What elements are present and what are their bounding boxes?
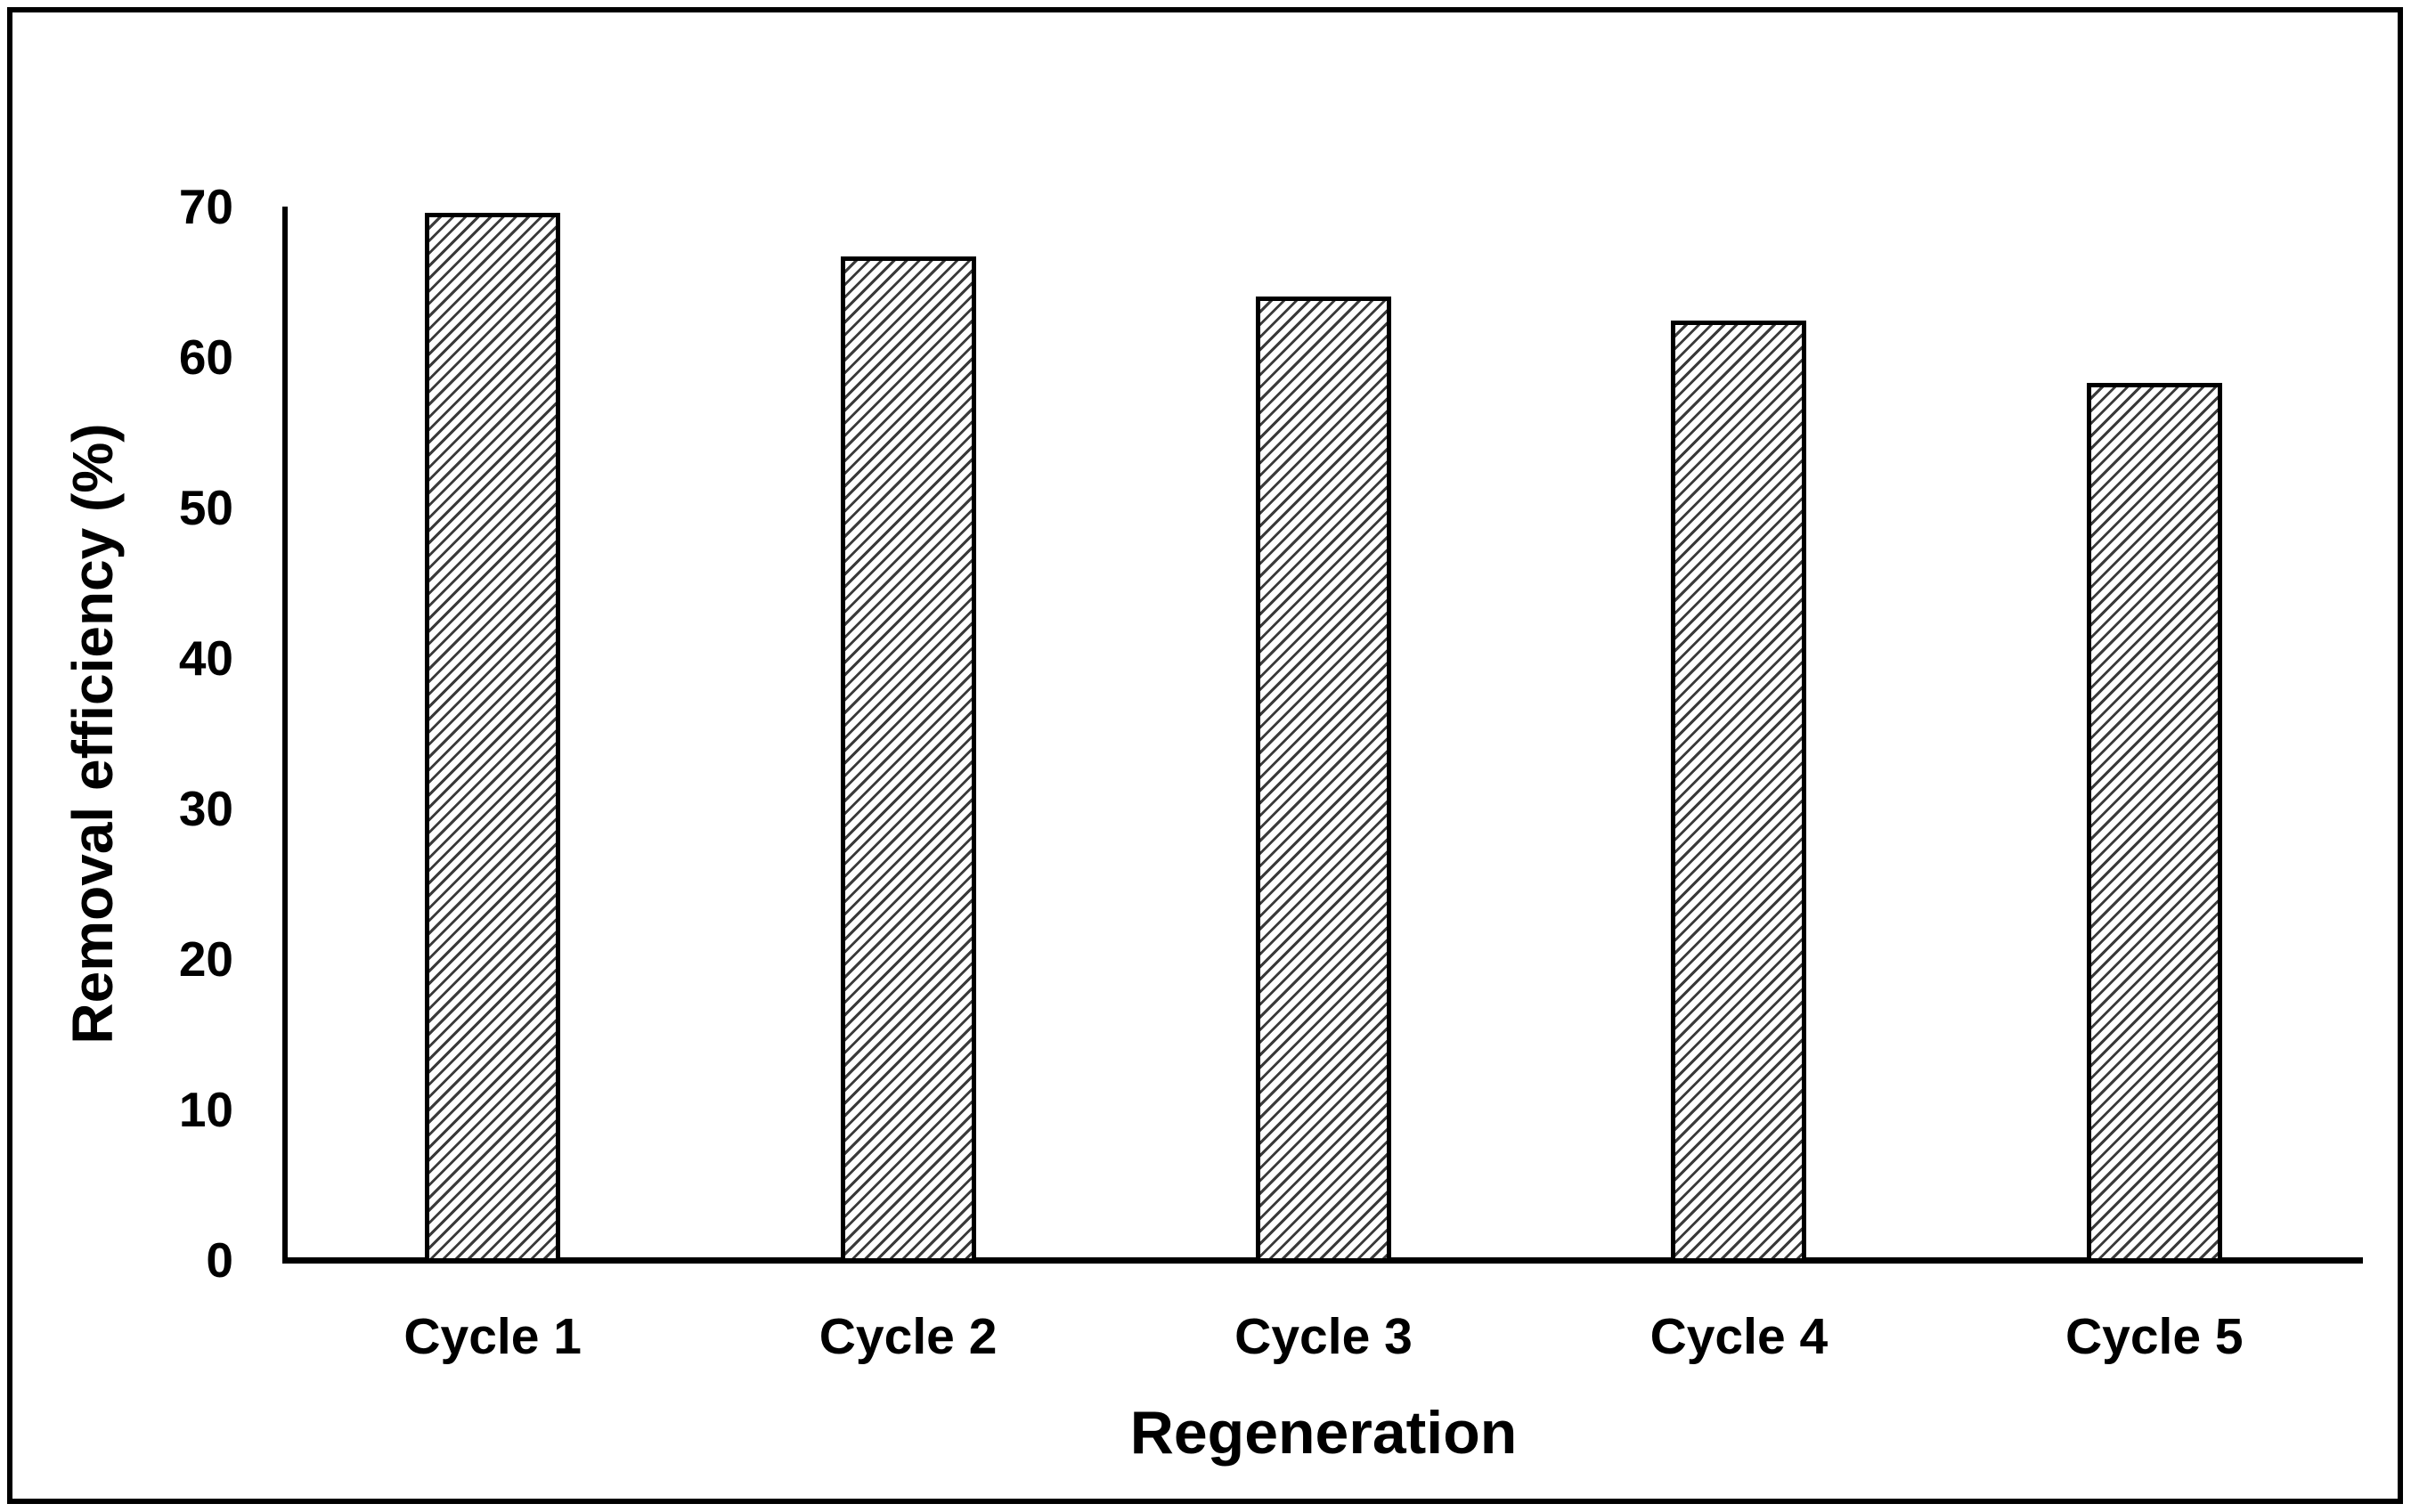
y-tick-label-10: 10 xyxy=(178,1082,233,1137)
y-tick-label-50: 50 xyxy=(178,480,233,535)
bar-cycle-2 xyxy=(840,256,976,1263)
figure-border xyxy=(7,7,2403,1504)
category-label-cycle-4: Cycle 4 xyxy=(1649,1308,1829,1365)
category-label-cycle-5: Cycle 5 xyxy=(2065,1308,2244,1365)
y-tick-label-30: 30 xyxy=(178,781,233,836)
y-tick-label-0: 0 xyxy=(206,1232,233,1288)
bar-cycle-5 xyxy=(2086,382,2222,1263)
category-label-cycle-3: Cycle 3 xyxy=(1234,1308,1413,1365)
y-axis-line xyxy=(282,207,288,1263)
category-label-cycle-2: Cycle 2 xyxy=(819,1308,998,1365)
bar-cycle-3 xyxy=(1256,297,1391,1263)
bar-cycle-1 xyxy=(425,212,561,1263)
category-label-cycle-1: Cycle 1 xyxy=(403,1308,582,1365)
y-tick-label-70: 70 xyxy=(178,179,233,234)
y-tick-label-40: 40 xyxy=(178,630,233,686)
x-axis-title: Regeneration xyxy=(1129,1399,1518,1467)
y-tick-label-20: 20 xyxy=(178,931,233,987)
bar-cycle-4 xyxy=(1671,321,1807,1263)
y-tick-label-60: 60 xyxy=(178,329,233,385)
